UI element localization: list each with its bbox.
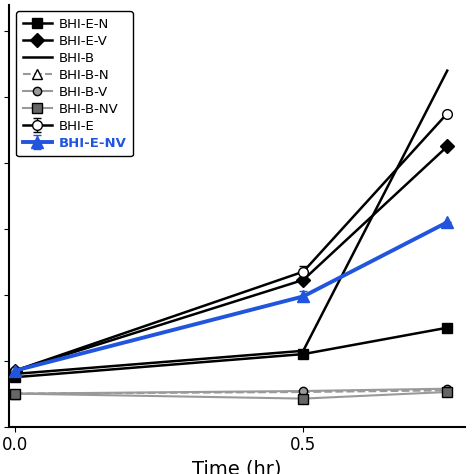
BHI-B-N (12, 391, 18, 396)
BHI-E-V (445, 144, 450, 149)
Legend: BHI-E-N, BHI-E-V, BHI-B, BHI-B-N, BHI-B-V, BHI-B-NV, BHI-E, BHI-E-NV: BHI-E-N, BHI-E-V, BHI-B, BHI-B-N, BHI-B-… (16, 11, 133, 156)
BHI-B-NV (445, 389, 450, 395)
BHI-B-V (445, 386, 450, 392)
BHI-E-V (301, 277, 306, 283)
Line: BHI-B-NV: BHI-B-NV (10, 387, 452, 403)
BHI-B-V (301, 388, 306, 394)
Line: BHI-B-N: BHI-B-N (10, 385, 452, 399)
BHI-B-NV (301, 396, 306, 401)
BHI-B-V (12, 391, 18, 396)
Line: BHI-E-V: BHI-E-V (10, 142, 452, 375)
BHI-E-N (12, 374, 18, 380)
Line: BHI-B-V: BHI-B-V (11, 384, 451, 398)
BHI-E-N (445, 325, 450, 330)
BHI-E-V (12, 368, 18, 374)
BHI-B (445, 68, 450, 73)
Line: BHI-E-N: BHI-E-N (10, 323, 452, 382)
BHI-E-N (301, 351, 306, 357)
BHI-B (301, 348, 306, 354)
BHI-B-N (445, 388, 450, 393)
BHI-B-N (301, 389, 306, 395)
X-axis label: Time (hr): Time (hr) (192, 460, 282, 474)
Line: BHI-B: BHI-B (15, 71, 447, 374)
BHI-B-NV (12, 391, 18, 396)
BHI-B (12, 371, 18, 377)
